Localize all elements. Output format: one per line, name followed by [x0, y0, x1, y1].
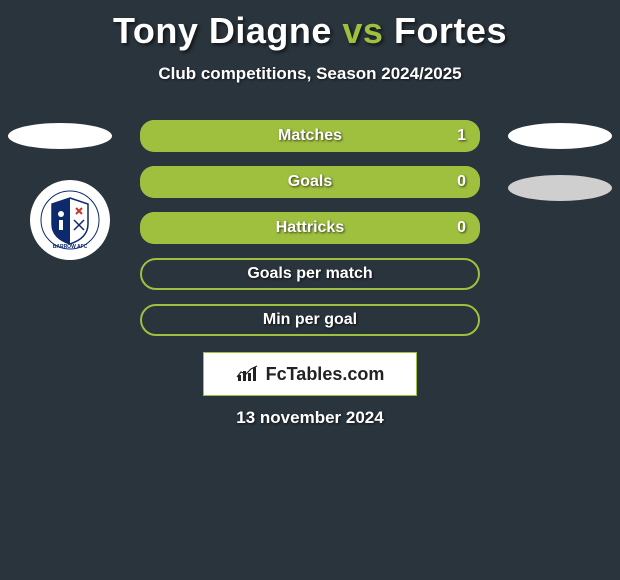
stat-bars: Matches 1 Goals 0 Hattricks 0 Goals per … [140, 120, 480, 350]
bar-hattricks: Hattricks 0 [140, 212, 480, 244]
player2-photo-placeholder [508, 123, 612, 149]
player2-name: Fortes [394, 10, 507, 51]
svg-text:BARROW AFC: BARROW AFC [53, 244, 88, 250]
player1-photo-placeholder [8, 123, 112, 149]
bar-goals-per-match: Goals per match [140, 258, 480, 290]
bar-label: Min per goal [140, 304, 480, 336]
player1-name: Tony Diagne [113, 10, 332, 51]
bar-label: Goals per match [140, 258, 480, 290]
bar-chart-icon [236, 365, 260, 383]
bar-goals: Goals 0 [140, 166, 480, 198]
bar-label: Hattricks [140, 212, 480, 244]
comparison-title: Tony Diagne vs Fortes [0, 0, 620, 52]
bar-value: 0 [457, 212, 466, 244]
attribution-text: FcTables.com [266, 364, 385, 385]
bar-label: Matches [140, 120, 480, 152]
bar-matches: Matches 1 [140, 120, 480, 152]
bar-value: 1 [457, 120, 466, 152]
player1-club-badge: BARROW AFC [30, 180, 110, 260]
attribution-box: FcTables.com [203, 352, 417, 396]
bar-min-per-goal: Min per goal [140, 304, 480, 336]
date: 13 november 2024 [0, 408, 620, 428]
vs-word: vs [342, 10, 383, 51]
bar-value: 0 [457, 166, 466, 198]
barrow-afc-crest-icon: BARROW AFC [40, 190, 100, 250]
subtitle: Club competitions, Season 2024/2025 [0, 64, 620, 84]
bar-label: Goals [140, 166, 480, 198]
player2-club-placeholder [508, 175, 612, 201]
